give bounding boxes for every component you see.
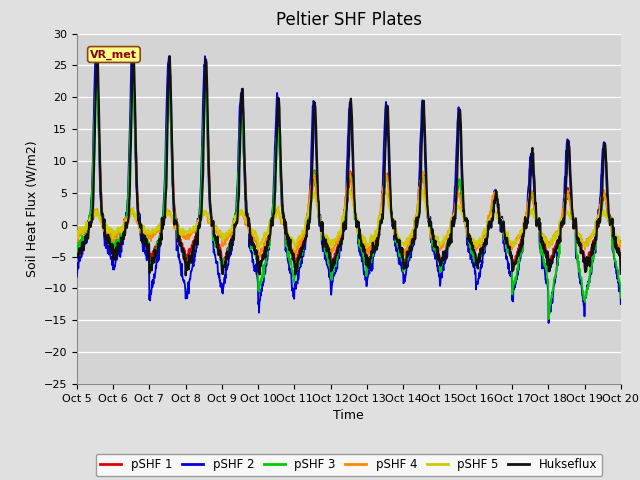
Y-axis label: Soil Heat Flux (W/m2): Soil Heat Flux (W/m2)	[25, 141, 38, 277]
Title: Peltier SHF Plates: Peltier SHF Plates	[276, 11, 422, 29]
Text: VR_met: VR_met	[90, 49, 138, 60]
Legend: pSHF 1, pSHF 2, pSHF 3, pSHF 4, pSHF 5, Hukseflux: pSHF 1, pSHF 2, pSHF 3, pSHF 4, pSHF 5, …	[95, 454, 602, 476]
X-axis label: Time: Time	[333, 409, 364, 422]
